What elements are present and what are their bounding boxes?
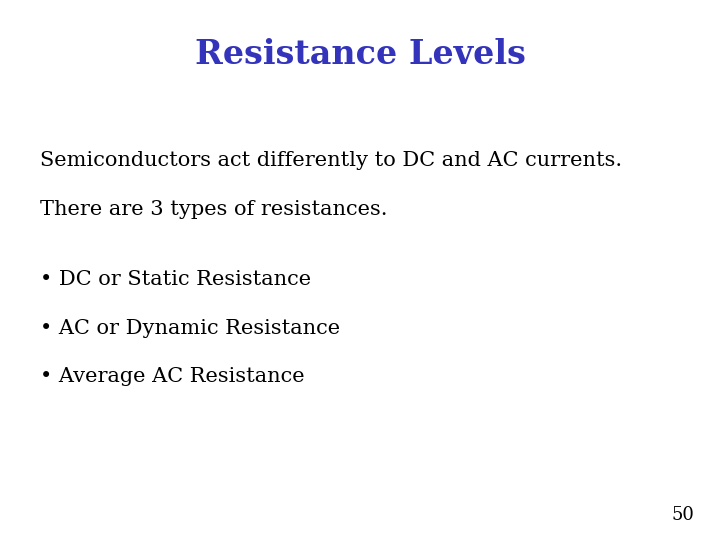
Text: • DC or Static Resistance: • DC or Static Resistance <box>40 270 311 289</box>
Text: • Average AC Resistance: • Average AC Resistance <box>40 367 305 386</box>
Text: Resistance Levels: Resistance Levels <box>194 38 526 71</box>
Text: There are 3 types of resistances.: There are 3 types of resistances. <box>40 200 387 219</box>
Text: • AC or Dynamic Resistance: • AC or Dynamic Resistance <box>40 319 340 338</box>
Text: Semiconductors act differently to DC and AC currents.: Semiconductors act differently to DC and… <box>40 151 622 170</box>
Text: 50: 50 <box>672 506 695 524</box>
